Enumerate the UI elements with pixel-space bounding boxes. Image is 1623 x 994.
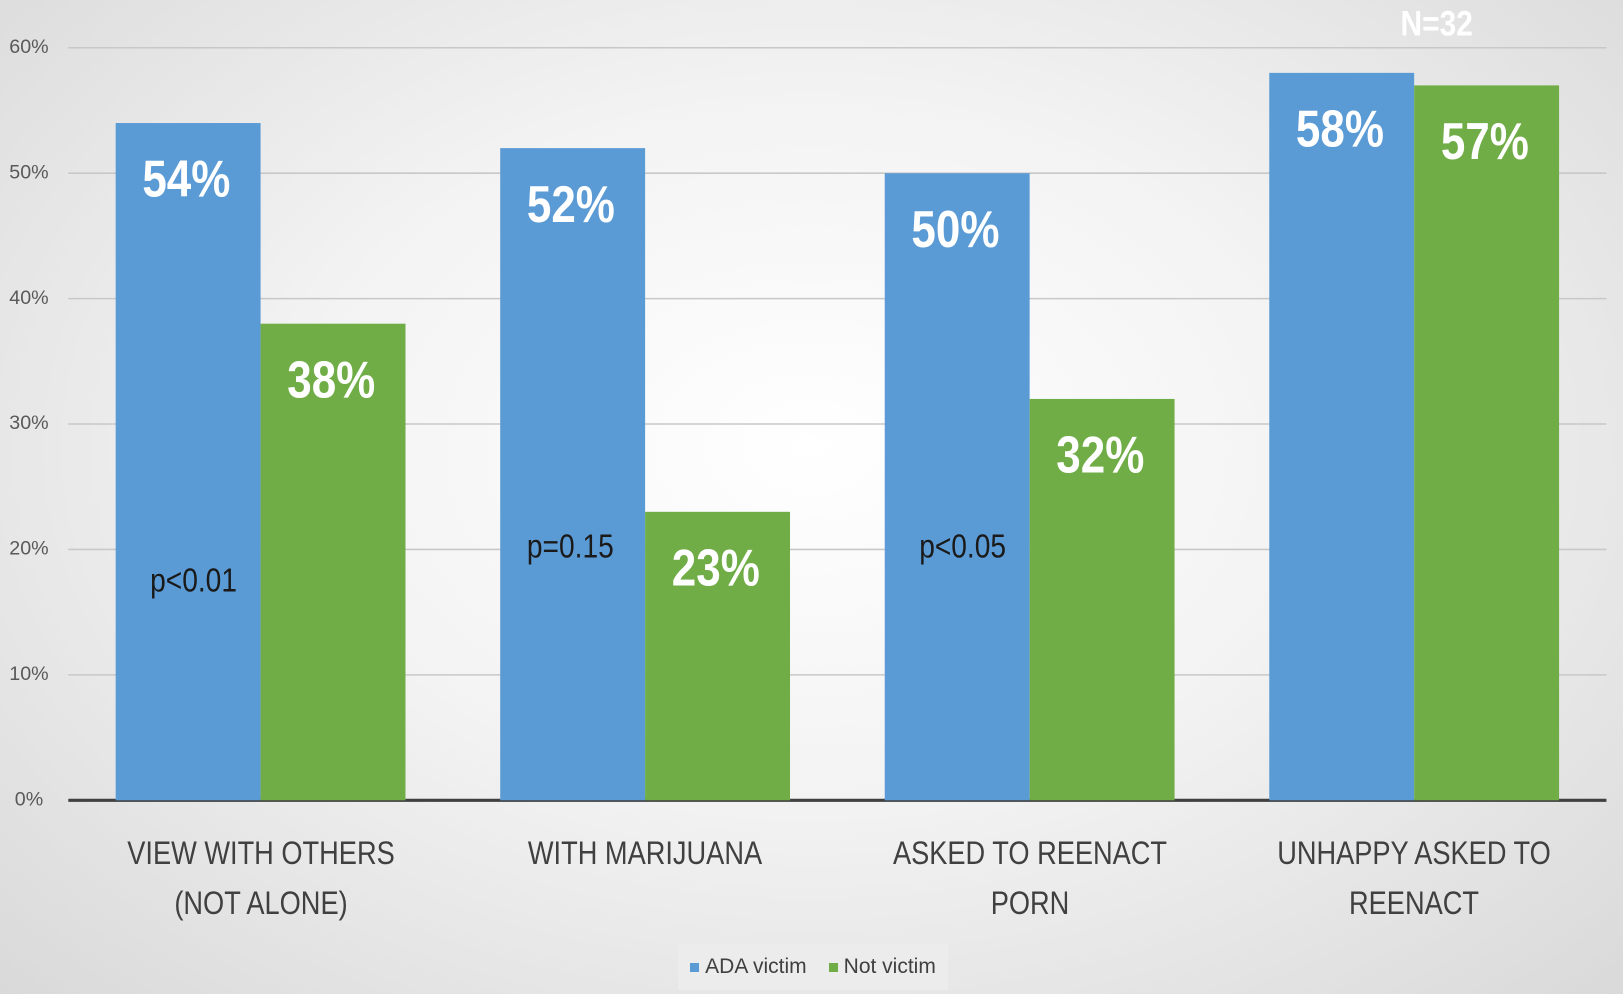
value-label: 52%	[527, 177, 615, 234]
annotation: p<0.05	[919, 527, 1006, 565]
bar	[1029, 398, 1175, 801]
y-tick-label: 30%	[9, 412, 48, 434]
legend-label: ADA victim	[705, 955, 807, 978]
y-tick-label: 0%	[15, 788, 43, 810]
x-tick-label: VIEW WITH OTHERS (NOT ALONE)	[126, 835, 395, 922]
legend-item: ADA victim	[690, 955, 807, 979]
x-tick-label: WITH MARIJUANA	[527, 835, 763, 872]
y-tick-label: 20%	[9, 538, 48, 560]
value-label: 32%	[1056, 427, 1144, 484]
legend: ADA victim Not victim	[678, 944, 948, 990]
value-label: 38%	[287, 352, 375, 409]
value-label: 54%	[142, 151, 230, 208]
value-label: 58%	[1296, 101, 1384, 158]
value-label: 50%	[911, 202, 999, 259]
legend-item: Not victim	[828, 955, 936, 979]
annotation: p<0.01	[150, 561, 237, 599]
legend-label: Not victim	[843, 955, 936, 978]
legend-swatch	[690, 962, 700, 972]
y-tick-label: 50%	[9, 161, 48, 183]
y-tick-label: 40%	[9, 287, 48, 309]
y-tick-label: 10%	[9, 663, 48, 685]
value-label: 57%	[1441, 114, 1529, 171]
x-tick-label: UNHAPPY ASKED TO REENACT	[1277, 835, 1551, 922]
y-tick-label: 60%	[9, 36, 48, 58]
annotation: p=0.15	[527, 527, 614, 565]
bar	[1269, 72, 1415, 801]
x-tick-label: ASKED TO REENACT PORN	[892, 835, 1167, 922]
bar	[260, 323, 406, 801]
bar	[115, 123, 261, 801]
bar	[645, 511, 791, 801]
bar	[500, 148, 646, 801]
bar	[1414, 85, 1560, 801]
annotation: N=32	[1401, 3, 1473, 43]
bar	[884, 173, 1030, 801]
legend-swatch	[828, 962, 838, 972]
value-label: 23%	[672, 540, 760, 597]
